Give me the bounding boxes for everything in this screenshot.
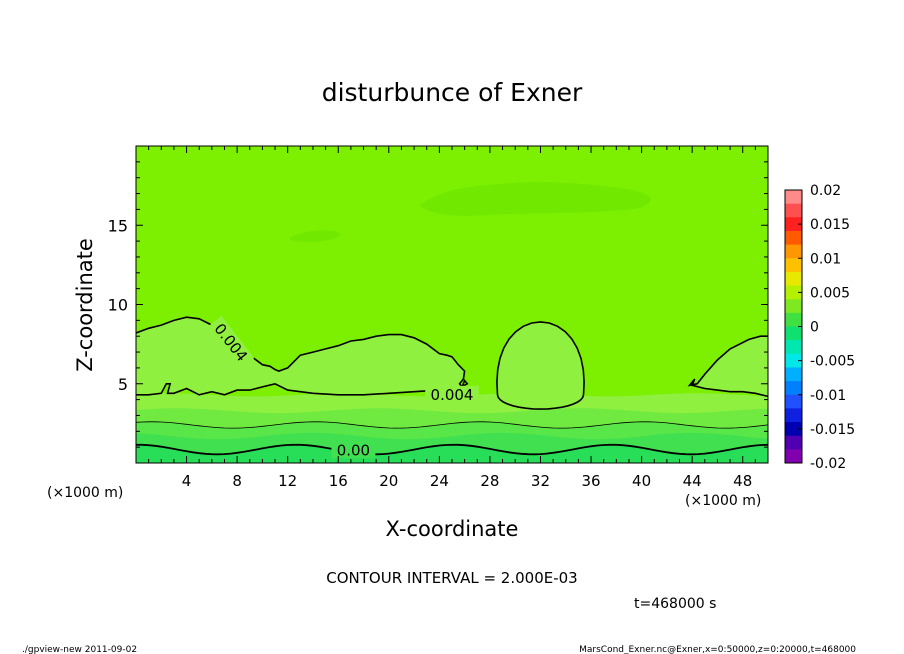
y-axis-label: Z-coordinate: [73, 238, 97, 372]
colorbar-tick-label: -0.01: [810, 388, 846, 404]
contour-interval-text: CONTOUR INTERVAL = 2.000E-03: [326, 569, 577, 587]
colorbar-tick-label: 0.005: [810, 285, 850, 301]
contour-0.00: [136, 443, 768, 456]
x-tick-label: 12: [278, 472, 297, 490]
colorbar-tick-label: 0.01: [810, 251, 841, 267]
colorbar-swatch: [785, 394, 802, 409]
contour-0.002: [136, 421, 768, 429]
contour-label-text: 0.00: [337, 441, 370, 459]
x-tick-label: 20: [379, 472, 398, 490]
field-blob-mid: [496, 321, 585, 410]
colorbar-swatch: [785, 353, 802, 368]
colorbar-swatch: [785, 449, 802, 464]
contour-0.004-blob-mid: [496, 321, 585, 410]
colorbar-swatch: [785, 285, 802, 300]
colorbar-swatch: [785, 312, 802, 327]
colorbar-swatch: [785, 217, 802, 232]
contour-label-backdrop: [425, 385, 479, 403]
contour-label: 0.00: [331, 441, 376, 459]
colorbar-swatch: [785, 381, 802, 396]
faint-cloud-small: [289, 230, 340, 242]
x-tick-label: 40: [632, 472, 651, 490]
chart-title: disturbunce of Exner: [322, 78, 583, 107]
faint-cloud-region: [420, 182, 651, 216]
colorbar-swatch: [785, 367, 802, 382]
y-tick-label: 5: [118, 375, 128, 394]
colorbar-swatch: [785, 408, 802, 423]
y-axis-ticks: 5 10 15: [108, 161, 768, 464]
colorbar-ticks: 0.02 0.015 0.01 0.005 0 -0.005 -0.01 -0.015 -0.0…: [798, 183, 855, 472]
x-tick-label: 28: [480, 472, 499, 490]
x-tick-label: 32: [531, 472, 550, 490]
y-tick-label: 10: [108, 296, 128, 315]
field-blob-right: [689, 336, 768, 397]
colorbar-swatch: [785, 340, 802, 355]
colorbar-tick-label: 0.02: [810, 183, 841, 199]
x-tick-label: 44: [683, 472, 702, 490]
footer-left: ./gpview-new 2011-09-02: [22, 645, 137, 654]
colorbar-swatch: [785, 190, 802, 205]
y-tick-label: 15: [108, 216, 128, 235]
x-axis-ticks: 4 8 12 16 20 24 28 32 36 40 44 48: [135, 146, 769, 490]
colorbar-tick-label: 0.015: [810, 217, 850, 233]
contour-0.004-blob-right: [687, 335, 768, 398]
colorbar-swatch: [785, 435, 802, 450]
contour-label-backdrop: [208, 315, 255, 369]
colorbar-tick-label: 0: [810, 320, 819, 336]
footer-right: MarsCond_Exner.nc@Exner,x=0:50000,z=0:20…: [579, 645, 856, 654]
colorbar-swatch: [785, 422, 802, 437]
colorbar-tick-label: -0.02: [810, 456, 846, 472]
contour-label: 0.004: [425, 385, 479, 404]
colorbar-swatch: [785, 203, 802, 218]
colorbar-tick-label: -0.005: [810, 354, 855, 370]
colorbar-swatch: [785, 326, 802, 341]
y-unit-label: (×1000 m): [47, 485, 123, 501]
contour-0.004-main: [136, 316, 469, 396]
field-band-bottom: [136, 444, 768, 463]
colorbar: [785, 190, 802, 464]
contour-label-backdrop: [331, 441, 376, 459]
colorbar-swatch: [785, 271, 802, 286]
x-tick-label: 4: [182, 472, 192, 490]
colorbar-swatch: [785, 299, 802, 314]
colorbar-swatch: [785, 258, 802, 273]
colorbar-frame: [784, 189, 803, 464]
x-unit-label: (×1000 m): [685, 493, 761, 509]
x-tick-label: 24: [430, 472, 449, 490]
x-axis-label: X-coordinate: [386, 517, 519, 541]
x-tick-label: 48: [733, 472, 752, 490]
colorbar-swatch: [785, 244, 802, 259]
contour-label-text: 0.004: [431, 386, 474, 404]
x-tick-label: 16: [329, 472, 348, 490]
x-tick-label: 36: [581, 472, 600, 490]
x-tick-label: 8: [232, 472, 242, 490]
colorbar-swatch: [785, 230, 802, 245]
colorbar-tick-label: -0.015: [810, 422, 855, 438]
time-text: t=468000 s: [634, 596, 716, 612]
